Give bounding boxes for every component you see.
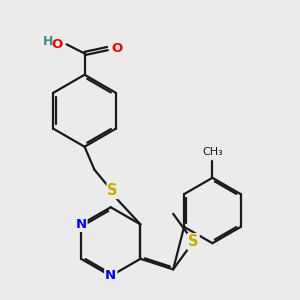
Text: N: N [105, 269, 116, 283]
Text: O: O [51, 38, 63, 52]
Text: O: O [111, 42, 123, 55]
Text: N: N [75, 218, 87, 231]
Text: H: H [43, 34, 53, 48]
Text: S: S [188, 234, 199, 249]
Text: S: S [107, 183, 118, 198]
Text: CH₃: CH₃ [202, 146, 223, 157]
